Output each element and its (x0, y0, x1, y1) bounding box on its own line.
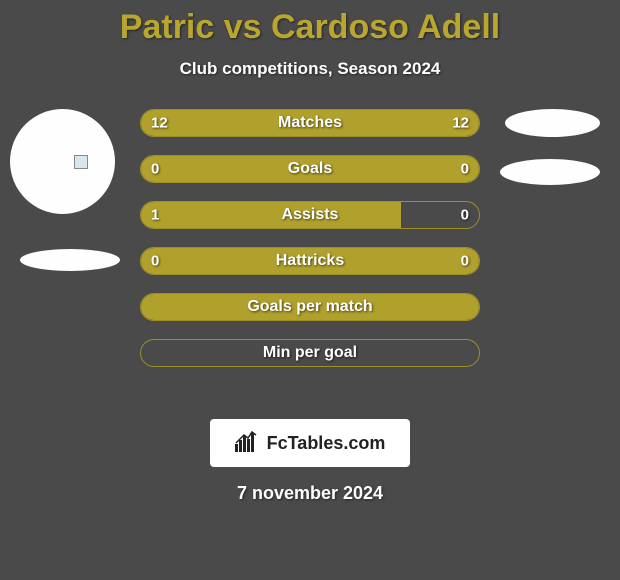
date-text: 7 november 2024 (0, 483, 620, 504)
stat-label: Min per goal (141, 344, 479, 362)
logo-chart-icon (235, 430, 261, 457)
stat-row: 10Assists (140, 201, 480, 229)
stat-row: Min per goal (140, 339, 480, 367)
avatar-left (10, 109, 115, 214)
stat-label: Hattricks (141, 252, 479, 270)
page-title: Patric vs Cardoso Adell (0, 0, 620, 47)
stat-row: Goals per match (140, 293, 480, 321)
avatar-right (505, 109, 600, 137)
broken-image-icon (74, 155, 88, 169)
logo-text: FcTables.com (267, 433, 386, 454)
avatar-right-shadow (500, 159, 600, 185)
stat-label: Matches (141, 114, 479, 132)
stat-row: 00Hattricks (140, 247, 480, 275)
avatar-left-shadow (20, 249, 120, 271)
stat-label: Goals per match (141, 298, 479, 316)
stat-label: Goals (141, 160, 479, 178)
logo-box: FcTables.com (210, 419, 410, 467)
stat-row: 1212Matches (140, 109, 480, 137)
page-subtitle: Club competitions, Season 2024 (0, 59, 620, 79)
stat-row: 00Goals (140, 155, 480, 183)
stat-bars: 1212Matches 00Goals 10Assists 00Hattricks Go… (140, 109, 480, 385)
stat-label: Assists (141, 206, 479, 224)
